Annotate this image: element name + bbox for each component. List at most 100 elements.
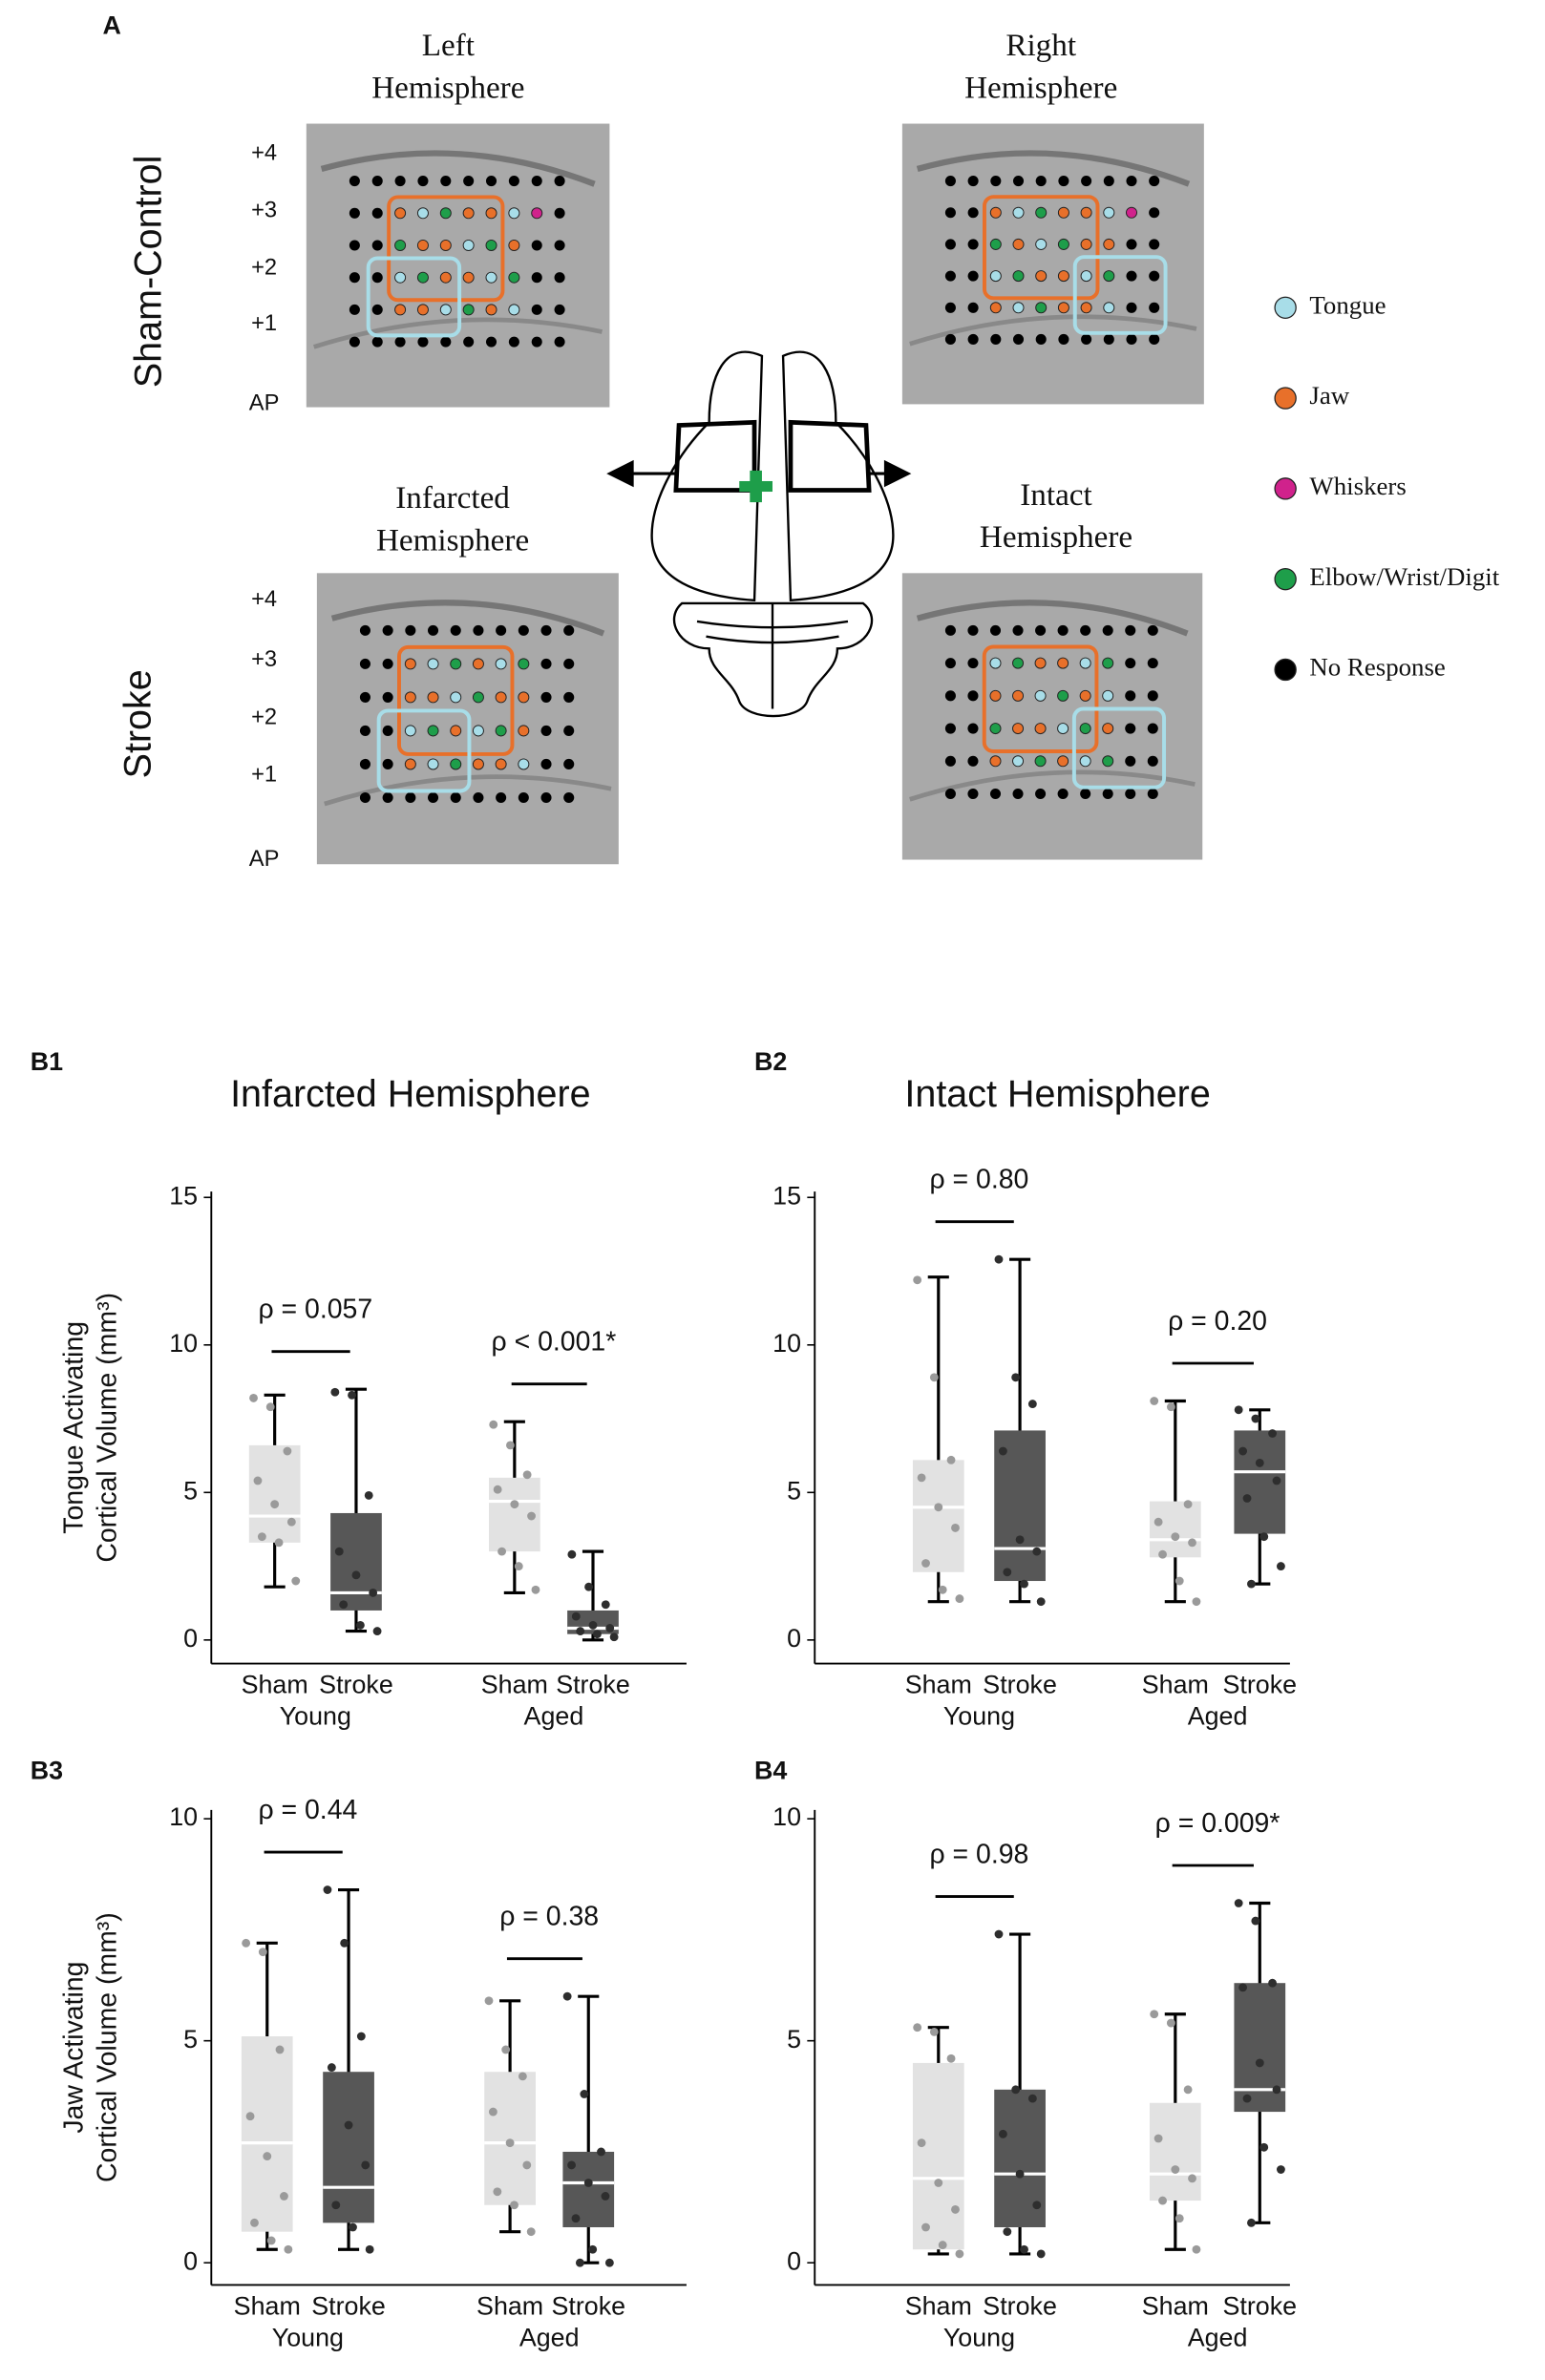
stimulation-site <box>1125 723 1136 734</box>
stimulation-site <box>371 176 383 187</box>
data-point <box>364 1490 373 1500</box>
stimulation-site <box>944 755 956 767</box>
y-tick-label: 5 <box>787 1476 801 1505</box>
x-tick-label: Stroke <box>983 2291 1057 2320</box>
ap-tick: +1 <box>251 762 277 787</box>
data-point <box>567 1549 577 1559</box>
chart-title: Intact Hemisphere <box>904 1073 1210 1115</box>
stimulation-site <box>1125 624 1136 636</box>
stimulation-site <box>1080 206 1092 219</box>
stimulation-site <box>416 271 429 284</box>
map-title: Left <box>422 28 476 63</box>
arrow-head <box>883 459 912 488</box>
box <box>248 1444 301 1543</box>
data-point <box>1015 1535 1025 1545</box>
stimulation-site <box>1126 302 1137 313</box>
data-point <box>505 1441 515 1450</box>
stimulation-site <box>508 207 520 220</box>
stimulation-site <box>485 176 497 187</box>
data-point <box>327 2063 336 2072</box>
data-point <box>1158 1549 1167 1559</box>
data-point <box>265 1402 275 1412</box>
lesion-mark <box>750 470 762 503</box>
stimulation-site <box>518 658 530 670</box>
stimulation-site <box>394 207 407 220</box>
stimulation-site <box>967 658 979 669</box>
stimulation-site <box>540 791 552 804</box>
data-point <box>1032 2201 1042 2210</box>
stimulation-site <box>1058 176 1069 187</box>
stimulation-site <box>989 788 1002 800</box>
stimulation-site <box>439 271 452 284</box>
p-value: ρ = 0.009* <box>1155 1808 1280 1839</box>
data-point <box>917 1473 926 1483</box>
data-point <box>253 1476 263 1485</box>
data-point <box>514 1562 523 1571</box>
y-tick-label: 15 <box>772 1181 801 1210</box>
data-point <box>249 1393 258 1402</box>
stimulation-site <box>1079 657 1091 669</box>
data-point <box>270 1500 280 1509</box>
map-title: Intact <box>1020 477 1092 513</box>
stimulation-site <box>531 240 542 251</box>
box <box>994 1430 1046 1582</box>
stimulation-site <box>1057 657 1069 669</box>
stimulation-site <box>508 271 520 284</box>
stimulation-site <box>1125 788 1136 800</box>
data-point <box>576 1627 585 1635</box>
data-point <box>946 1455 956 1464</box>
data-point <box>1272 2085 1281 2095</box>
data-point <box>567 2160 576 2170</box>
panel-label: B3 <box>31 1756 63 1784</box>
data-point <box>1036 2249 1046 2259</box>
stimulation-site <box>371 304 383 315</box>
y-tick-label: 10 <box>169 1329 198 1358</box>
stimulation-site <box>531 207 543 220</box>
stimulation-site <box>1012 176 1025 187</box>
data-point <box>588 1620 598 1630</box>
stimulation-site <box>944 207 956 219</box>
stimulation-site <box>989 206 1002 219</box>
stimulation-site <box>1080 238 1092 250</box>
data-point <box>1003 2227 1012 2237</box>
ap-tick: +2 <box>251 255 277 280</box>
data-point <box>1171 1532 1180 1542</box>
x-tick-label: Sham <box>1142 1670 1209 1698</box>
x-tick-label: Stroke <box>551 2291 625 2320</box>
cortex-image <box>901 573 1203 860</box>
stimulation-site <box>1035 788 1047 800</box>
jaw-region <box>397 644 515 756</box>
legend-label: No Response <box>1309 653 1445 682</box>
data-point <box>1192 1597 1201 1607</box>
data-point <box>280 2192 288 2201</box>
p-value: ρ = 0.98 <box>929 1839 1028 1869</box>
tongue-region <box>366 256 462 338</box>
data-point <box>604 2258 614 2267</box>
p-value: ρ = 0.80 <box>929 1165 1028 1195</box>
stimulation-site <box>1079 689 1091 702</box>
x-tick-label: Stroke <box>311 2291 386 2320</box>
stimulation-site <box>439 207 452 220</box>
stimulation-site <box>1149 302 1160 313</box>
y-axis-label: Cortical Volume (mm³) <box>92 1293 122 1563</box>
stimulation-site <box>944 788 956 800</box>
legend-swatch <box>1274 658 1297 682</box>
x-tick-label: Sham <box>905 2291 972 2320</box>
data-point <box>601 2192 610 2201</box>
data-point <box>998 1446 1007 1456</box>
data-point <box>1251 1414 1260 1423</box>
data-point <box>355 1620 365 1630</box>
data-point <box>1272 1476 1281 1485</box>
stimulation-site <box>495 758 507 770</box>
panel-label: B4 <box>754 1756 787 1784</box>
data-point <box>592 1630 602 1639</box>
stimulation-site <box>1080 302 1092 314</box>
data-point <box>1259 1532 1269 1542</box>
stimulation-site <box>1125 658 1136 669</box>
data-point <box>601 1600 610 1610</box>
stimulation-site <box>1057 788 1069 800</box>
data-point <box>921 2222 930 2232</box>
stimulation-site <box>416 304 429 316</box>
stimulation-site <box>371 240 383 251</box>
stimulation-site <box>485 304 497 316</box>
